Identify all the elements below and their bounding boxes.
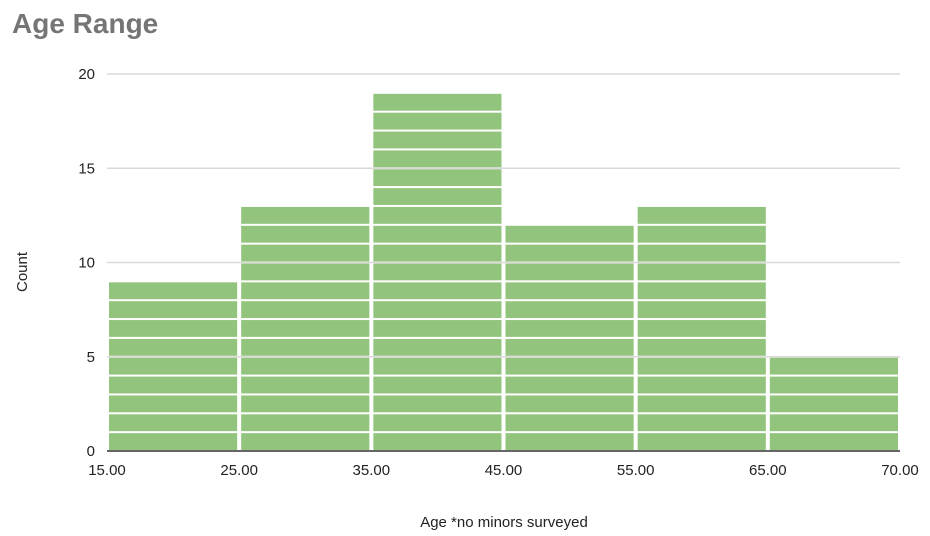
x-tick-label: 15.00 (88, 462, 126, 479)
x-tick-label: 25.00 (220, 462, 258, 479)
bar-unit (241, 301, 370, 319)
bar-unit (637, 376, 766, 394)
bar-unit (373, 301, 502, 319)
bar-unit (241, 357, 370, 375)
bar-65-70 (769, 357, 898, 450)
bar-unit (505, 414, 634, 432)
gridlines (107, 73, 900, 358)
bar-unit (109, 357, 238, 375)
bar-unit (637, 263, 766, 281)
bar-unit (373, 338, 502, 356)
bar-unit (373, 433, 502, 450)
bar-unit (637, 244, 766, 262)
bar-unit (505, 376, 634, 394)
bar-unit (241, 338, 370, 356)
bar-unit (637, 320, 766, 337)
bar-unit (241, 376, 370, 394)
y-tick-label: 0 (87, 443, 95, 460)
bar-unit (373, 169, 502, 187)
chart-title: Age Range (12, 8, 159, 39)
bar-unit (769, 433, 898, 450)
bar-unit (373, 131, 502, 149)
bar-unit (241, 225, 370, 243)
bar-unit (109, 301, 238, 319)
bars (109, 93, 898, 450)
bar-unit (637, 301, 766, 319)
bar-unit (505, 433, 634, 450)
x-tick-label: 70.00 (881, 462, 919, 479)
bar-unit (373, 244, 502, 262)
bar-unit (637, 357, 766, 375)
bar-unit (109, 395, 238, 413)
bar-unit (505, 301, 634, 319)
bar-unit (373, 188, 502, 205)
bar-unit (505, 225, 634, 243)
bar-unit (109, 414, 238, 432)
x-tick-label: 45.00 (485, 462, 523, 479)
bar-unit (241, 263, 370, 281)
y-tick-label: 15 (78, 160, 95, 177)
bar-unit (769, 395, 898, 413)
axes: 0 5 10 15 20 15.00 25.00 35.00 45.00 55.00 65.00 70… (78, 66, 918, 479)
bar-unit (373, 282, 502, 300)
bar-unit (109, 376, 238, 394)
x-axis-label: Age *no minors surveyed (420, 514, 588, 531)
bar-unit (769, 357, 898, 375)
bar-unit (241, 282, 370, 300)
x-tick-label: 35.00 (353, 462, 391, 479)
bar-55-65 (637, 206, 766, 450)
bar-unit (109, 320, 238, 337)
bar-unit (505, 244, 634, 262)
bar-unit (637, 338, 766, 356)
bar-unit (637, 414, 766, 432)
bar-unit (373, 225, 502, 243)
bar-unit (241, 206, 370, 224)
bar-unit (109, 338, 238, 356)
bar-unit (637, 206, 766, 224)
bar-25-35 (241, 206, 370, 450)
bar-unit (241, 320, 370, 337)
bar-unit (637, 433, 766, 450)
bar-unit (373, 357, 502, 375)
y-tick-label: 10 (78, 255, 95, 272)
bar-unit (637, 395, 766, 413)
bar-unit (769, 414, 898, 432)
bar-unit (373, 206, 502, 224)
bar-unit (241, 414, 370, 432)
y-tick-label: 20 (78, 66, 95, 83)
bar-unit (373, 112, 502, 130)
bar-unit (241, 244, 370, 262)
bar-unit (241, 395, 370, 413)
bar-unit (109, 433, 238, 450)
bar-unit (769, 376, 898, 394)
bar-unit (637, 225, 766, 243)
y-tick-label: 5 (87, 349, 95, 366)
bar-35-45 (373, 93, 502, 450)
bar-unit (241, 433, 370, 450)
bar-unit (373, 395, 502, 413)
bar-unit (373, 320, 502, 337)
bar-15-25 (109, 282, 238, 450)
bar-45-55 (505, 225, 634, 450)
bar-unit (505, 395, 634, 413)
bar-unit (373, 263, 502, 281)
bar-unit (373, 93, 502, 111)
bar-unit (373, 150, 502, 168)
bar-unit (373, 376, 502, 394)
bar-unit (109, 282, 238, 300)
x-tick-label: 55.00 (617, 462, 655, 479)
y-axis-label: Count (14, 251, 31, 292)
bar-unit (505, 338, 634, 356)
bar-unit (637, 282, 766, 300)
bar-unit (373, 414, 502, 432)
x-tick-label: 65.00 (749, 462, 787, 479)
bar-unit (505, 357, 634, 375)
bar-unit (505, 282, 634, 300)
bar-unit (505, 320, 634, 337)
bar-unit (505, 263, 634, 281)
